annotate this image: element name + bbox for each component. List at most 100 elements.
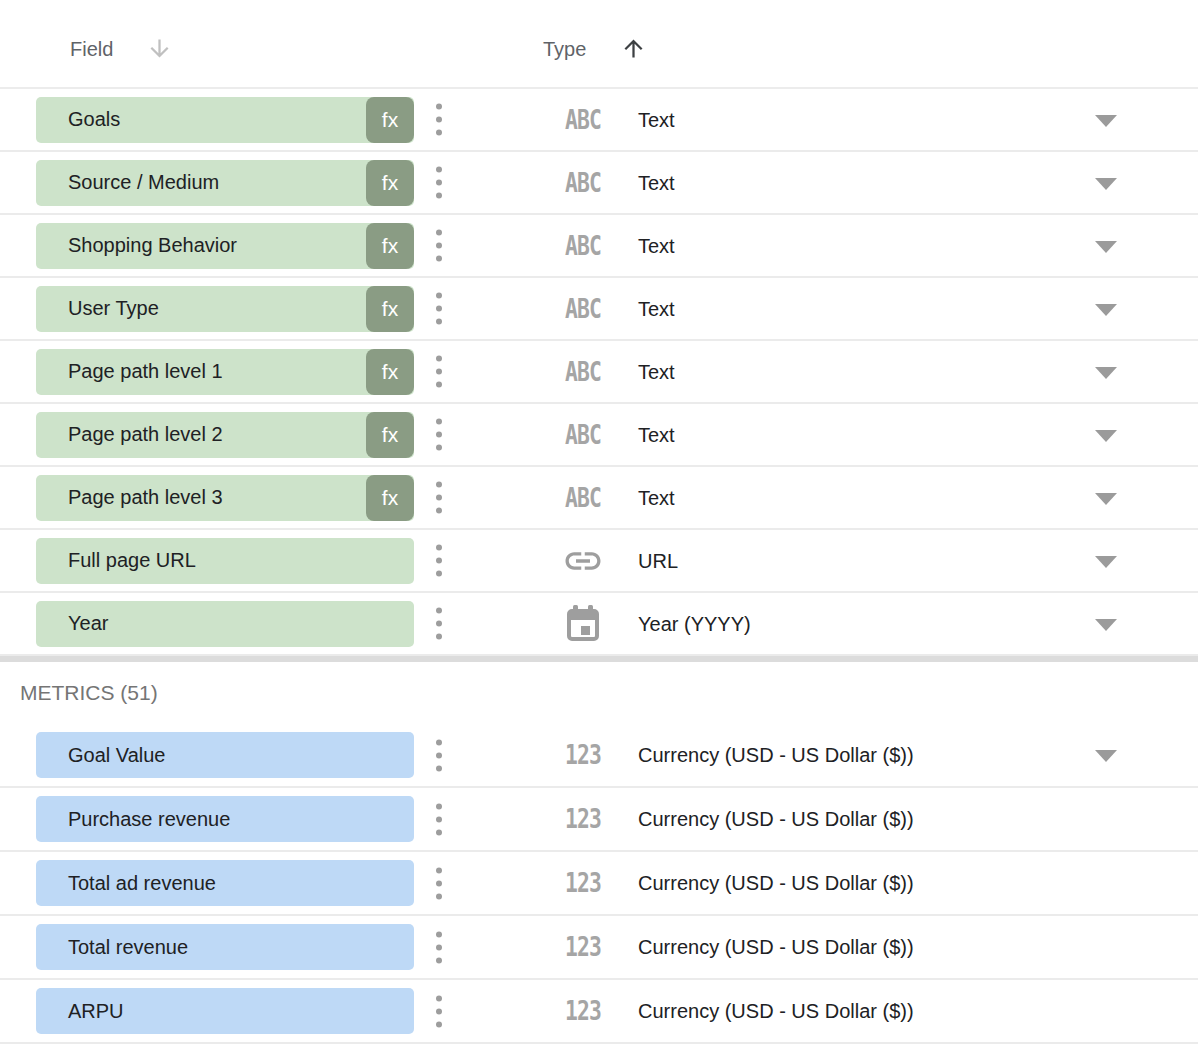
metrics-section-header: METRICS (51) [0, 662, 1198, 724]
type-select[interactable]: ABC Text [560, 341, 1158, 402]
chevron-down-icon[interactable] [1095, 556, 1117, 568]
field-row: Page path level 1 fx ABC Text [0, 341, 1198, 404]
field-chip-label: Shopping Behavior [36, 234, 237, 257]
overflow-menu-button[interactable] [430, 537, 448, 584]
field-row: User Type fx ABC Text [0, 278, 1198, 341]
type-select[interactable]: URL [560, 530, 1158, 591]
fx-badge: fx [366, 349, 414, 395]
overflow-menu-button[interactable] [430, 285, 448, 332]
chevron-down-icon[interactable] [1095, 493, 1117, 505]
fx-badge: fx [366, 475, 414, 521]
overflow-menu-button[interactable] [430, 860, 448, 907]
dimensions-list: Goals fx ABC Text Source / Medium fx A [0, 89, 1198, 656]
overflow-menu-button[interactable] [430, 474, 448, 521]
chevron-down-icon[interactable] [1095, 430, 1117, 442]
field-chip-label: User Type [36, 297, 159, 320]
type-select[interactable]: ABC Text [560, 152, 1158, 213]
url-type-icon [562, 540, 604, 582]
text-type-icon: ABC [565, 296, 601, 322]
field-chip[interactable]: Page path level 3 fx [36, 475, 414, 521]
type-select[interactable]: ABC Text [560, 278, 1158, 339]
text-type-icon: ABC [565, 233, 601, 259]
metrics-section-title: METRICS (51) [20, 681, 158, 705]
type-select[interactable]: 123 Currency (USD - US Dollar ($)) [560, 724, 1158, 786]
type-column-header: Type [543, 38, 586, 61]
overflow-menu-button[interactable] [430, 348, 448, 395]
field-column-header: Field [70, 38, 113, 61]
field-chip-label: Total revenue [36, 936, 188, 959]
chevron-down-icon[interactable] [1095, 241, 1117, 253]
chevron-down-icon[interactable] [1095, 304, 1117, 316]
field-chip[interactable]: Goals fx [36, 97, 414, 143]
field-chip-label: Page path level 3 [36, 486, 223, 509]
type-label: Currency (USD - US Dollar ($)) [638, 872, 914, 895]
chevron-down-icon[interactable] [1095, 367, 1117, 379]
chevron-down-icon[interactable] [1095, 750, 1117, 762]
field-chip[interactable]: Shopping Behavior fx [36, 223, 414, 269]
overflow-menu-button[interactable] [430, 796, 448, 843]
field-row: Page path level 3 fx ABC Text [0, 467, 1198, 530]
type-select[interactable]: ABC Text [560, 215, 1158, 276]
fx-badge: fx [366, 160, 414, 206]
type-select[interactable]: ABC Text [560, 89, 1158, 150]
field-chip-label: Page path level 1 [36, 360, 223, 383]
type-label: Text [638, 234, 675, 257]
text-type-icon: ABC [565, 422, 601, 448]
type-sort-up-icon[interactable] [620, 35, 647, 62]
field-row: Goal Value 123 Currency (USD - US Dollar… [0, 724, 1198, 788]
field-chip-label: Source / Medium [36, 171, 219, 194]
type-label: Currency (USD - US Dollar ($)) [638, 808, 914, 831]
type-select[interactable]: 123 Currency (USD - US Dollar ($)) [560, 916, 1158, 978]
field-sort-down-icon[interactable] [146, 35, 173, 62]
field-chip[interactable]: Purchase revenue [36, 796, 414, 842]
field-chip[interactable]: User Type fx [36, 286, 414, 332]
metrics-list: Goal Value 123 Currency (USD - US Dollar… [0, 724, 1198, 1044]
field-row: Source / Medium fx ABC Text [0, 152, 1198, 215]
fx-badge: fx [366, 412, 414, 458]
field-chip[interactable]: ARPU [36, 988, 414, 1034]
overflow-menu-button[interactable] [430, 924, 448, 971]
overflow-menu-button[interactable] [430, 988, 448, 1035]
overflow-menu-button[interactable] [430, 411, 448, 458]
type-label: Text [638, 360, 675, 383]
field-row: Year Year (YYY [0, 593, 1198, 656]
type-select[interactable]: Year (YYYY) [560, 593, 1158, 654]
overflow-menu-button[interactable] [430, 159, 448, 206]
field-chip[interactable]: Page path level 1 fx [36, 349, 414, 395]
chevron-down-icon[interactable] [1095, 178, 1117, 190]
field-chip[interactable]: Goal Value [36, 732, 414, 778]
type-select[interactable]: ABC Text [560, 467, 1158, 528]
chevron-down-icon[interactable] [1095, 619, 1117, 631]
number-type-icon: 123 [565, 998, 601, 1024]
fx-badge: fx [366, 223, 414, 269]
field-chip-label: Full page URL [36, 549, 196, 572]
field-chip[interactable]: Total ad revenue [36, 860, 414, 906]
overflow-menu-button[interactable] [430, 600, 448, 647]
type-label: Year (YYYY) [638, 612, 751, 635]
text-type-icon: ABC [565, 359, 601, 385]
number-type-icon: 123 [565, 742, 601, 768]
field-chip[interactable]: Page path level 2 fx [36, 412, 414, 458]
field-chip-label: ARPU [36, 1000, 124, 1023]
calendar-type-icon [565, 605, 601, 643]
type-select[interactable]: 123 Currency (USD - US Dollar ($)) [560, 980, 1158, 1042]
number-type-icon: 123 [565, 806, 601, 832]
list-header: Field Type [0, 0, 1198, 89]
type-label: Text [638, 423, 675, 446]
type-select[interactable]: ABC Text [560, 404, 1158, 465]
chevron-down-icon[interactable] [1095, 115, 1117, 127]
overflow-menu-button[interactable] [430, 222, 448, 269]
field-row: Full page URL URL [0, 530, 1198, 593]
field-chip[interactable]: Total revenue [36, 924, 414, 970]
field-chip-label: Total ad revenue [36, 872, 216, 895]
field-chip-label: Purchase revenue [36, 808, 230, 831]
type-select[interactable]: 123 Currency (USD - US Dollar ($)) [560, 852, 1158, 914]
field-chip[interactable]: Full page URL [36, 538, 414, 584]
field-chip[interactable]: Year [36, 601, 414, 647]
type-label: Text [638, 108, 675, 131]
overflow-menu-button[interactable] [430, 96, 448, 143]
field-chip[interactable]: Source / Medium fx [36, 160, 414, 206]
type-select[interactable]: 123 Currency (USD - US Dollar ($)) [560, 788, 1158, 850]
text-type-icon: ABC [565, 170, 601, 196]
overflow-menu-button[interactable] [430, 732, 448, 779]
